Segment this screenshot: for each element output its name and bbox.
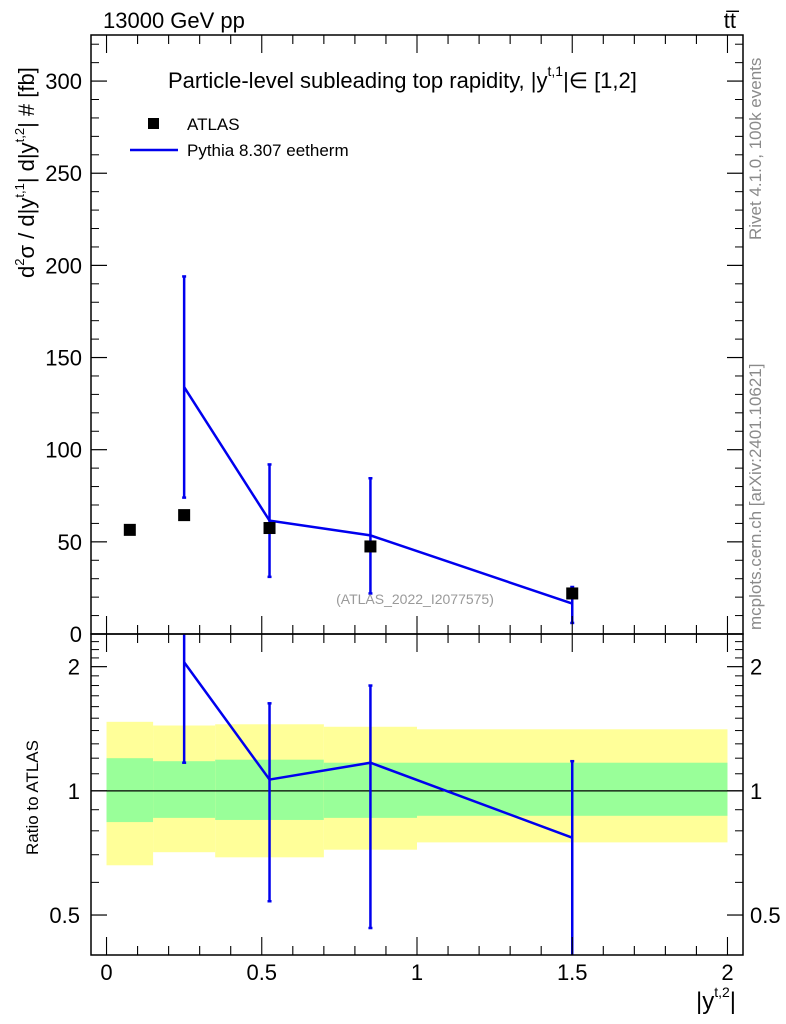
x-tick-label: 1 — [411, 960, 423, 985]
chart-title: Particle-level subleading top rapidity, … — [168, 63, 637, 93]
x-tick-label: 0 — [100, 960, 112, 985]
energy-label: 13000 GeV pp — [103, 8, 245, 33]
main-y-label: d2σ / d|yt,1| d|yt,2| # [fb] — [12, 67, 39, 278]
main-y-tick-label: 200 — [45, 253, 82, 278]
x-tick-label: 1.5 — [557, 960, 588, 985]
main-y-tick-label: 250 — [45, 161, 82, 186]
atlas-data-point — [263, 522, 276, 535]
inner-uncertainty-band — [153, 761, 216, 818]
analysis-watermark: (ATLAS_2022_I2077575) — [336, 591, 494, 607]
main-y-tick-label: 50 — [58, 530, 82, 555]
ratio-y-tick-label: 1 — [68, 779, 80, 804]
main-y-tick-label: 150 — [45, 346, 82, 371]
legend-atlas-marker — [148, 118, 159, 129]
atlas-data-point — [123, 523, 136, 536]
ratio-y-tick-label: 0.5 — [49, 903, 80, 928]
main-y-tick-label: 0 — [70, 622, 82, 647]
legend-atlas-label: ATLAS — [187, 115, 240, 134]
inner-uncertainty-band — [106, 758, 154, 823]
atlas-data-point — [566, 587, 579, 600]
ratio-x-ticks: 0 0.5 1 1.5 2 — [100, 634, 734, 985]
main-error-bars — [182, 275, 575, 625]
legend-pythia-label: Pythia 8.307 eetherm — [187, 141, 349, 160]
process-label: tt̅ — [724, 8, 740, 33]
atlas-markers — [123, 509, 579, 600]
ratio-error-bars — [182, 634, 575, 955]
ratio-y-tick-label-right: 2 — [750, 655, 762, 680]
mcplots-label: mcplots.cern.ch [arXiv:2401.10621] — [746, 364, 765, 630]
main-y-tick-label: 100 — [45, 438, 82, 463]
ratio-pythia-line — [183, 661, 573, 839]
atlas-data-point — [364, 540, 377, 553]
legend: ATLAS Pythia 8.307 eetherm — [130, 115, 349, 160]
x-tick-label: 2 — [721, 960, 733, 985]
ratio-y-tick-label-right: 1 — [750, 779, 762, 804]
ratio-y-tick-label: 2 — [68, 655, 80, 680]
main-y-ticks: 0 50 100 150 200 250 300 — [45, 43, 743, 647]
main-x-ticks — [105, 35, 729, 634]
rivet-label: Rivet 4.1.0, 100k events — [746, 58, 765, 240]
x-tick-label: 0.5 — [246, 960, 277, 985]
pythia-line — [183, 386, 573, 605]
main-y-tick-label: 300 — [45, 69, 82, 94]
x-axis-label: |yt,2| — [696, 984, 736, 1015]
atlas-data-point — [178, 509, 191, 522]
ratio-y-tick-label-right: 0.5 — [750, 903, 781, 928]
ratio-y-label: Ratio to ATLAS — [23, 740, 42, 855]
ratio-panel: 0.5 0.5 1 1 2 2 0 0.5 1 1.5 2 Ratio to ATLAS |yt,… — [23, 633, 781, 1015]
main-panel: 0 50 100 150 200 250 300 Particle-level sublea… — [12, 34, 744, 647]
ratio-y-ticks: 0.5 0.5 1 1 2 2 — [49, 641, 781, 928]
uncertainty-bands — [106, 721, 728, 866]
